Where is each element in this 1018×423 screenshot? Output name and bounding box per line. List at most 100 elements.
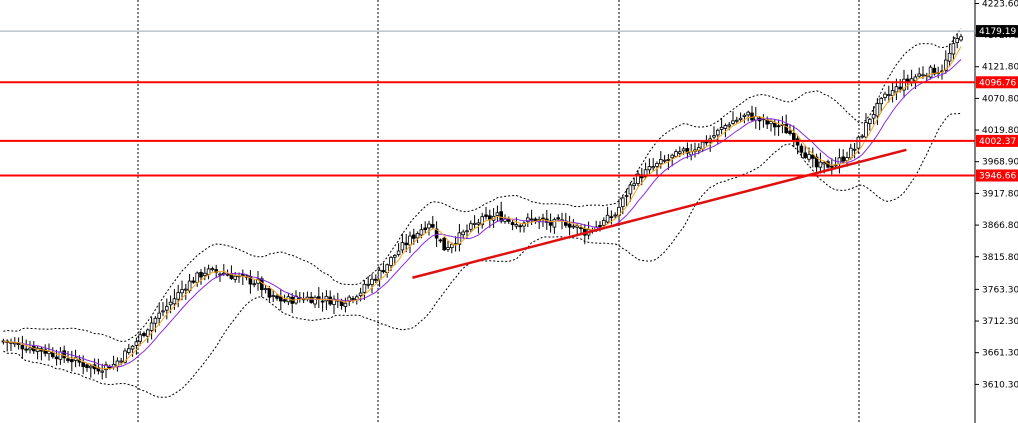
candle-body bbox=[579, 227, 583, 230]
candle-body bbox=[807, 154, 811, 160]
candle-body bbox=[145, 329, 150, 337]
candle-body bbox=[282, 299, 287, 302]
candle-body bbox=[712, 135, 716, 138]
support-trendline bbox=[412, 148, 907, 279]
candle-body bbox=[377, 269, 382, 280]
candle-body bbox=[609, 216, 614, 219]
candle-body bbox=[902, 78, 906, 91]
candle-body bbox=[803, 152, 807, 158]
candle-body bbox=[259, 278, 264, 291]
candle-body bbox=[252, 283, 257, 286]
candle-body bbox=[837, 157, 842, 165]
candle-body bbox=[123, 350, 127, 363]
candle-body bbox=[624, 195, 629, 197]
candle-body bbox=[841, 156, 845, 162]
candle-body bbox=[666, 158, 671, 161]
candle-body bbox=[575, 225, 579, 228]
candle-body bbox=[602, 220, 606, 226]
candle-body bbox=[955, 38, 959, 43]
candle-body bbox=[161, 310, 165, 313]
candle-body bbox=[556, 217, 560, 220]
candle-body bbox=[727, 124, 731, 127]
candle-body bbox=[180, 289, 184, 294]
candle-body bbox=[887, 94, 891, 96]
candle-body bbox=[947, 52, 952, 62]
candle-body bbox=[142, 332, 146, 336]
candle-body bbox=[822, 162, 826, 165]
candle-body bbox=[157, 312, 162, 319]
candle-body bbox=[176, 292, 181, 300]
candle-body bbox=[130, 345, 135, 350]
candle-body bbox=[271, 295, 275, 297]
candle-body bbox=[313, 296, 317, 305]
candle-body bbox=[659, 159, 663, 165]
candle-body bbox=[324, 295, 329, 302]
candle-body bbox=[685, 148, 690, 154]
y-tick-label: 3610.30 bbox=[982, 380, 1018, 390]
candle-body bbox=[168, 301, 173, 306]
candle-body bbox=[951, 43, 956, 55]
candle-body bbox=[628, 184, 633, 195]
candle-body bbox=[670, 154, 674, 159]
candle-body bbox=[651, 166, 655, 169]
candle-body bbox=[347, 296, 351, 302]
candle-body bbox=[183, 288, 188, 291]
y-tick-label: 4070.80 bbox=[982, 94, 1018, 104]
y-tick-label: 3968.90 bbox=[982, 158, 1018, 168]
candle-body bbox=[769, 120, 773, 125]
candle-body bbox=[408, 235, 412, 246]
candle-body bbox=[647, 166, 652, 171]
candle-body bbox=[172, 298, 177, 305]
candle-body bbox=[449, 244, 454, 249]
candle-body bbox=[799, 145, 804, 153]
candle-body bbox=[434, 228, 439, 239]
candle-body bbox=[411, 234, 416, 239]
candle-body bbox=[149, 322, 154, 331]
candle-body bbox=[811, 154, 815, 159]
y-tick-label: 3661.30 bbox=[982, 349, 1018, 359]
candle-body bbox=[164, 306, 169, 311]
candle-body bbox=[921, 74, 925, 77]
candle-body bbox=[788, 130, 792, 135]
candle-body bbox=[548, 220, 553, 226]
candle-body bbox=[613, 214, 617, 217]
horizontal-level-label: 4002.37 bbox=[979, 137, 1016, 147]
candle-body bbox=[784, 123, 788, 134]
candle-body bbox=[605, 214, 610, 223]
candle-body bbox=[465, 230, 469, 233]
candle-body bbox=[529, 218, 534, 221]
candle-body bbox=[358, 292, 363, 296]
candle-body bbox=[506, 219, 511, 222]
ma-fast-line bbox=[3, 46, 962, 370]
candle-body bbox=[58, 351, 63, 360]
candle-body bbox=[643, 169, 648, 178]
candle-body bbox=[932, 67, 937, 75]
candle-body bbox=[199, 272, 203, 278]
y-tick-label: 3815.80 bbox=[982, 253, 1018, 263]
candle-body bbox=[370, 278, 374, 285]
candle-body bbox=[457, 232, 462, 245]
candle-body bbox=[571, 225, 576, 228]
candle-body bbox=[959, 36, 963, 41]
candle-body bbox=[906, 78, 910, 82]
candle-body bbox=[423, 227, 427, 230]
candle-body bbox=[514, 224, 519, 227]
candle-body bbox=[343, 302, 348, 307]
candle-body bbox=[495, 212, 500, 216]
candle-body bbox=[138, 334, 143, 342]
bollinger-upper-band bbox=[3, 28, 962, 342]
candle-body bbox=[210, 268, 215, 271]
candle-body bbox=[738, 117, 743, 121]
candle-body bbox=[468, 223, 473, 230]
candle-body bbox=[461, 231, 465, 236]
candle-body bbox=[681, 148, 686, 152]
candle-body bbox=[267, 287, 272, 298]
candle-body bbox=[62, 350, 66, 359]
candle-body bbox=[636, 173, 640, 184]
candle-body bbox=[43, 349, 47, 354]
candle-body bbox=[868, 118, 872, 124]
candle-body bbox=[381, 270, 386, 273]
candle-body bbox=[373, 278, 378, 281]
candle-body bbox=[883, 93, 887, 98]
